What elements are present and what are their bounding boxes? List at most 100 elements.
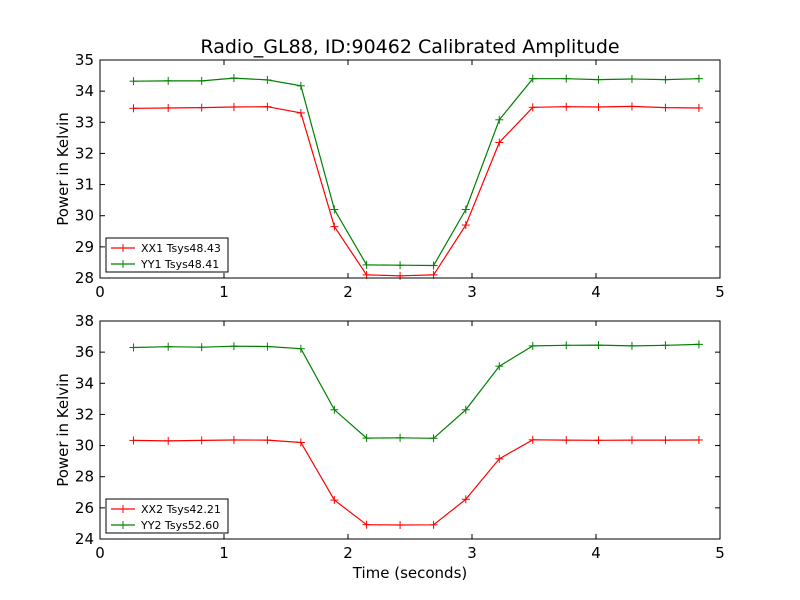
bottom-data-point [661, 341, 670, 350]
bottom-x-tick-label: 0 [95, 544, 105, 562]
chart-title: Radio_GL88, ID:90462 Calibrated Amplitud… [200, 36, 619, 58]
bottom-data-point [495, 362, 504, 371]
bottom-data-point [562, 341, 571, 350]
top-y-tick-label: 29 [75, 238, 94, 256]
bottom-data-point [296, 344, 305, 353]
bottom-data-point [627, 341, 636, 350]
bottom-y-tick-label: 26 [75, 499, 94, 517]
bottom-data-point [164, 342, 173, 351]
bottom-plot-frame [99, 320, 721, 540]
bottom-plot-marks [129, 340, 703, 529]
top-plot-frame [99, 59, 721, 279]
top-data-point [296, 108, 305, 117]
bottom-data-point [330, 405, 339, 414]
top-x-tick-label: 4 [591, 283, 601, 301]
bottom-data-point [330, 496, 339, 505]
bottom-data-point [263, 342, 272, 351]
top-data-point [296, 81, 305, 90]
top-series-group [133, 77, 699, 277]
bottom-data-point [229, 435, 238, 444]
bottom-y-tick-label: 32 [75, 405, 94, 423]
top-data-point [263, 102, 272, 111]
top-y-axis-label: Power in Kelvin [54, 112, 72, 226]
top-data-point [461, 205, 470, 214]
top-data-point [229, 103, 238, 112]
bottom-data-point [263, 436, 272, 445]
top-y-tick-label: 28 [75, 269, 94, 287]
bottom-legend-label: YY2 Tsys52.60 [140, 519, 219, 532]
bottom-x-tick-label: 4 [591, 544, 601, 562]
bottom-y-axis-label: Power in Kelvin [54, 373, 72, 487]
bottom-y-tick-label: 24 [75, 530, 94, 548]
top-series-line-1 [133, 77, 699, 267]
top-data-point [495, 115, 504, 124]
top-y-tick-label: 30 [75, 207, 94, 225]
top-data-point [197, 103, 206, 112]
top-x-tick-label: 2 [343, 283, 353, 301]
top-y-tick-label: 31 [75, 176, 94, 194]
bottom-data-point [694, 340, 703, 349]
top-y-tick-label: 33 [75, 113, 94, 131]
top-legend-label: YY1 Tsys48.41 [140, 258, 219, 271]
bottom-data-point [429, 434, 438, 443]
top-data-point [661, 75, 670, 84]
top-data-point [694, 74, 703, 83]
top-x-tick-label: 3 [467, 283, 477, 301]
top-legend: XX1 Tsys48.43 YY1 Tsys48.41 [105, 237, 229, 273]
top-data-point [164, 103, 173, 112]
top-series-line-0 [133, 105, 699, 277]
bottom-legend-item: XX2 Tsys42.21 [111, 503, 221, 516]
bottom-data-point [129, 343, 138, 352]
bottom-x-tick-label: 2 [343, 544, 353, 562]
bottom-x-tick-label: 1 [219, 544, 229, 562]
top-data-point [661, 103, 670, 112]
top-data-point [263, 75, 272, 84]
top-x-tick-label: 5 [715, 283, 725, 301]
bottom-data-point [461, 495, 470, 504]
bottom-series-line-1 [133, 343, 699, 439]
top-data-point [330, 205, 339, 214]
bottom-data-point [461, 405, 470, 414]
top-y-tick-label: 35 [75, 51, 94, 69]
x-axis-label: Time (seconds) [352, 564, 468, 582]
top-panel: Radio_GL88, ID:90462 Calibrated Amplitud… [54, 36, 725, 301]
top-data-point [562, 102, 571, 111]
bottom-data-point [197, 343, 206, 352]
top-data-point [362, 260, 371, 269]
bottom-data-point [562, 436, 571, 445]
top-data-point [330, 222, 339, 231]
bottom-data-point [164, 436, 173, 445]
top-legend-label: XX1 Tsys48.43 [141, 242, 221, 255]
top-data-point [197, 76, 206, 85]
bottom-x-tick-label: 3 [467, 544, 477, 562]
bottom-data-point [396, 520, 405, 529]
bottom-legend-box [105, 498, 229, 534]
bottom-data-point [129, 436, 138, 445]
bottom-data-point [229, 342, 238, 351]
bottom-y-tick-label: 34 [75, 374, 94, 392]
top-data-point [562, 74, 571, 83]
bottom-data-point [528, 435, 537, 444]
top-x-tick-label: 0 [95, 283, 105, 301]
bottom-data-point [661, 436, 670, 445]
bottom-series-line-0 [133, 439, 699, 526]
top-y-tick-label: 32 [75, 144, 94, 162]
bottom-data-point [396, 433, 405, 442]
top-data-point [694, 103, 703, 112]
bottom-data-point [694, 435, 703, 444]
top-legend-box [105, 237, 229, 273]
bottom-data-point [627, 436, 636, 445]
bottom-data-point [362, 520, 371, 529]
bottom-data-point [296, 438, 305, 447]
bottom-data-point [594, 436, 603, 445]
top-data-point [495, 138, 504, 147]
top-data-point [429, 261, 438, 270]
bottom-legend-item: YY2 Tsys52.60 [111, 519, 219, 532]
top-data-point [129, 104, 138, 113]
bottom-y-tick-label: 28 [75, 468, 94, 486]
bottom-legend: XX2 Tsys42.21 YY2 Tsys52.60 [105, 498, 229, 534]
bottom-data-point [594, 341, 603, 350]
